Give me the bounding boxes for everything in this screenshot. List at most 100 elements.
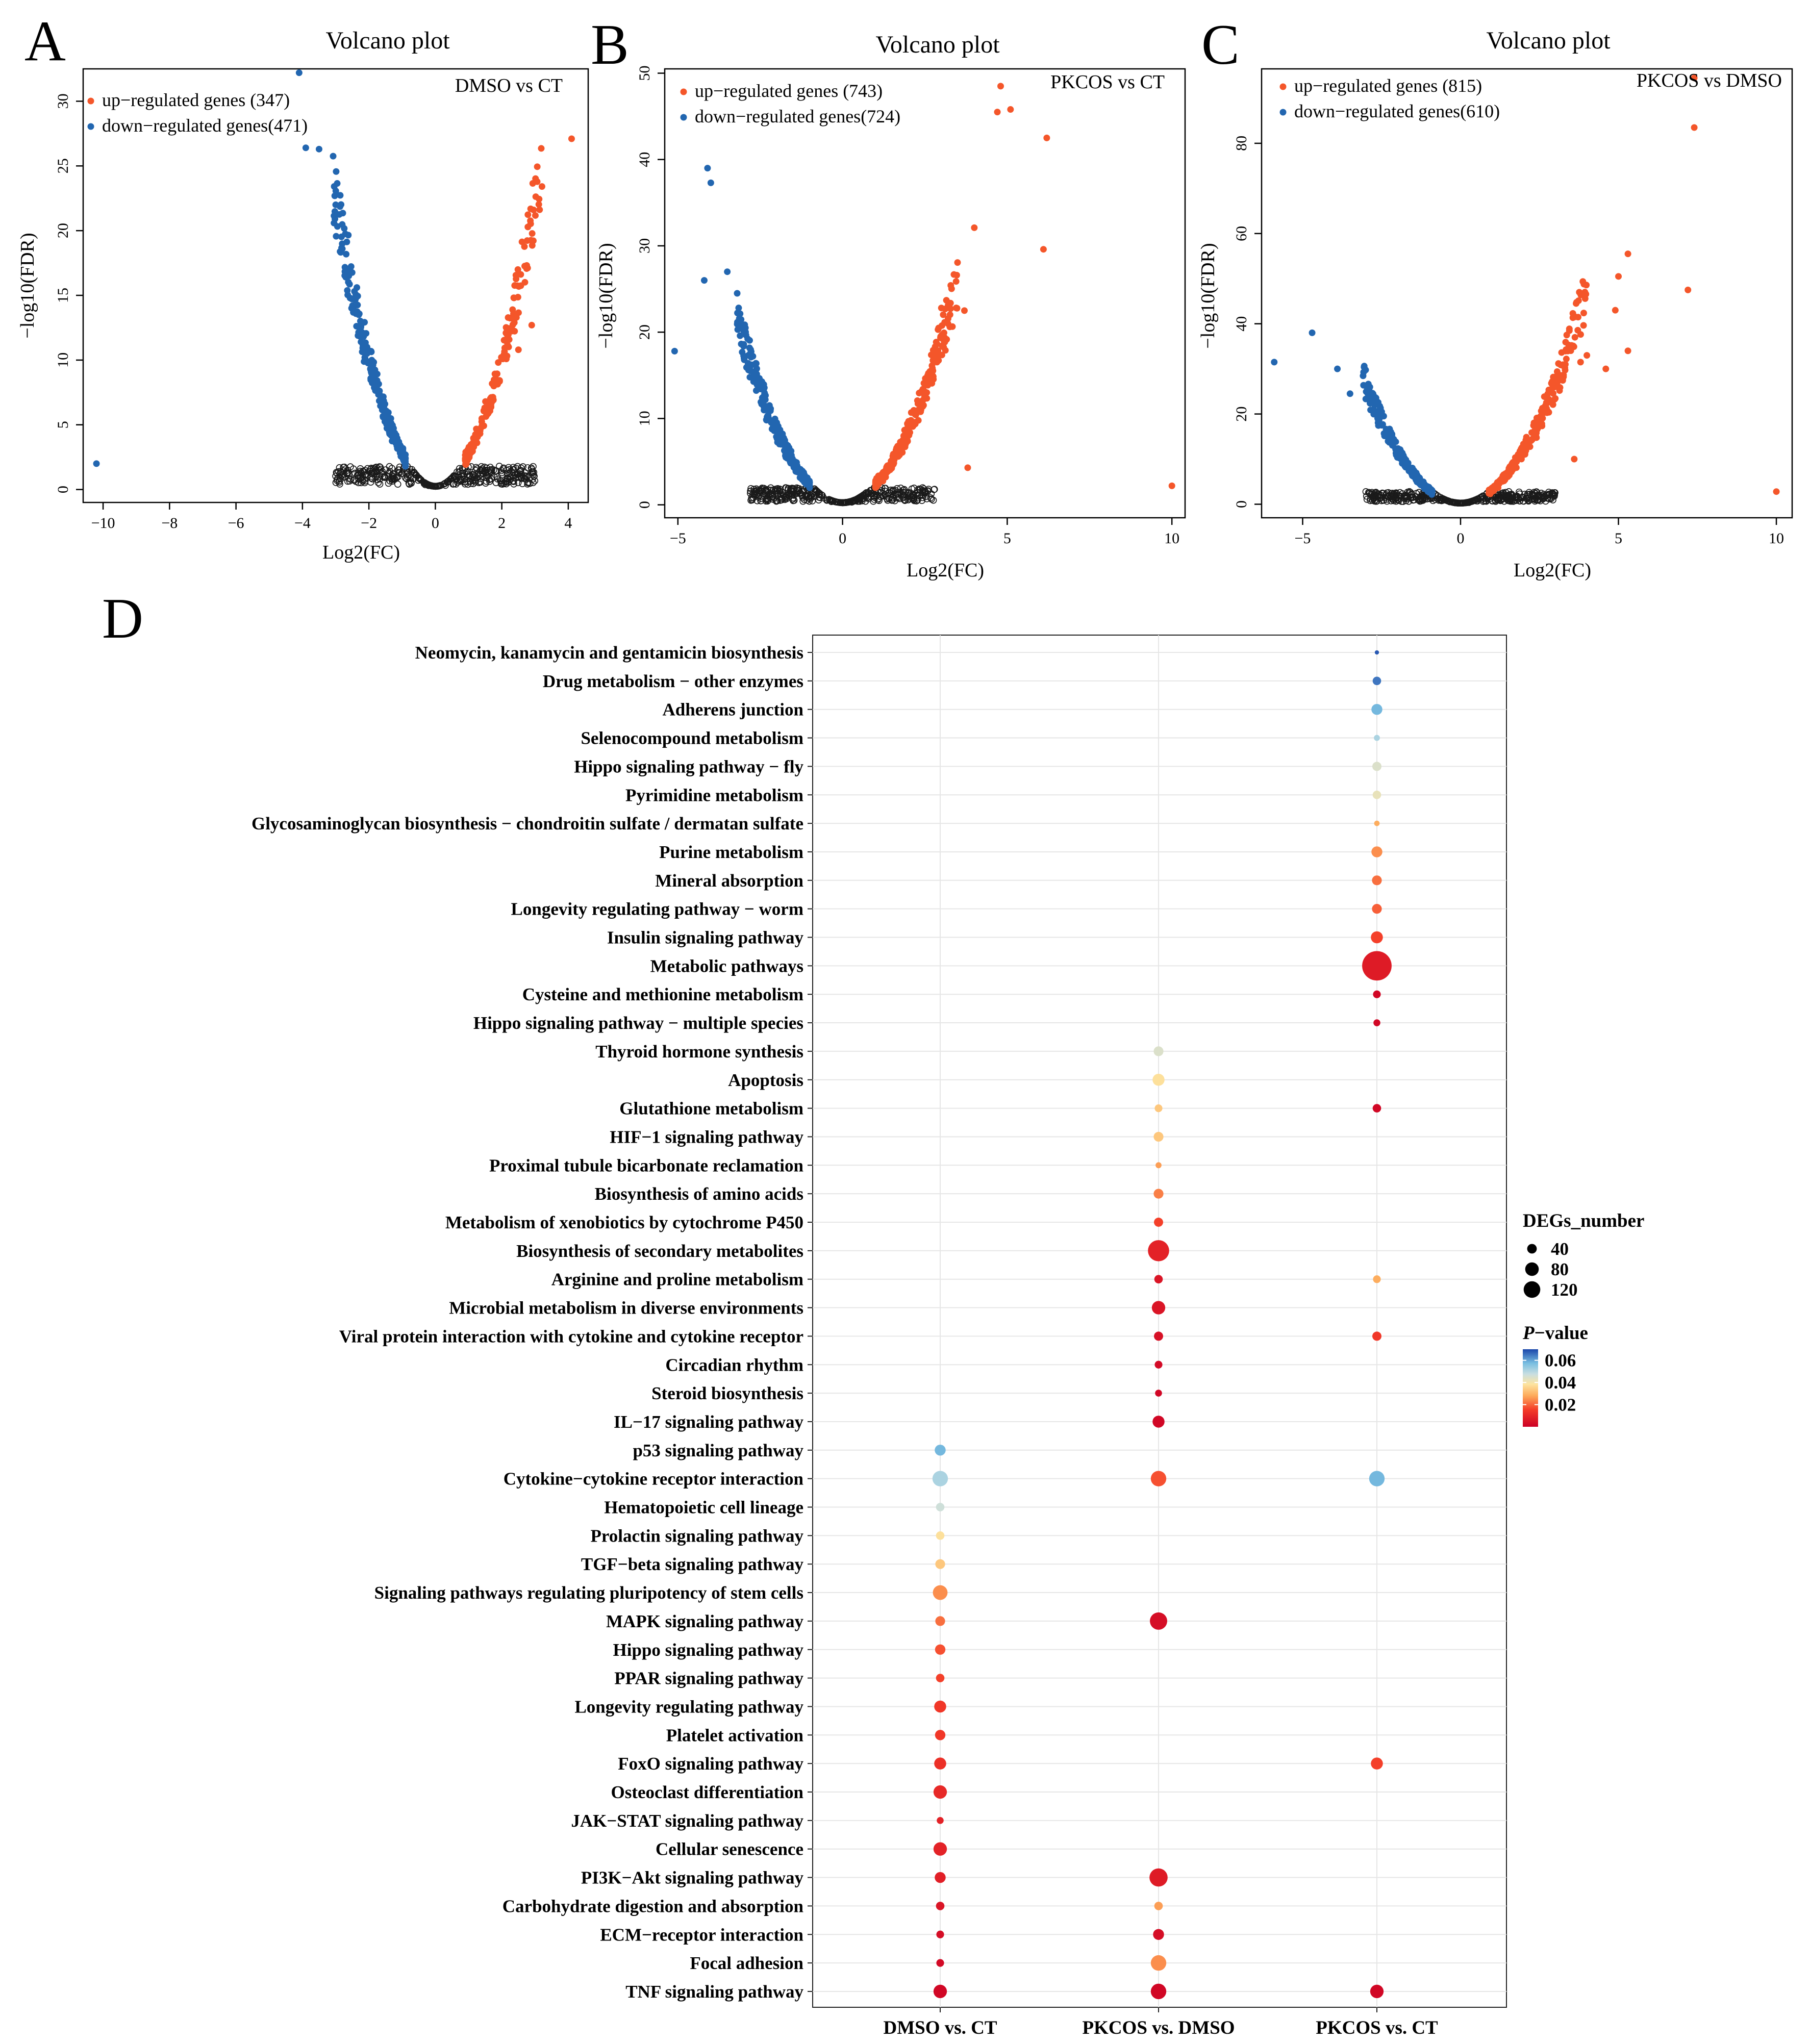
x-tick-label: 10: [1769, 530, 1784, 547]
up-gene-point: [940, 329, 947, 336]
ns-gene-point: [463, 468, 470, 476]
enrichment-dot: [1371, 703, 1382, 715]
pathway-label: Mineral absorption: [655, 871, 803, 891]
x-tick-label: 10: [1164, 530, 1179, 547]
enrichment-dot: [1153, 1131, 1164, 1142]
pathway-label: TGF−beta signaling pathway: [581, 1554, 804, 1574]
ns-gene-point: [762, 486, 769, 493]
down-gene-point: [787, 459, 794, 466]
ns-gene-point: [840, 499, 848, 507]
enrichment-dot: [1370, 1984, 1384, 1999]
enrichment-dot: [1154, 1360, 1163, 1369]
down-gene-point: [1271, 359, 1278, 366]
ns-gene-point: [531, 472, 538, 480]
y-tick-label: 60: [1233, 226, 1250, 241]
pathway-label: JAK−STAT signaling pathway: [571, 1811, 803, 1831]
down-gene-point: [375, 397, 383, 405]
ns-gene-point: [1453, 499, 1461, 507]
up-gene-point: [495, 378, 502, 385]
pathway-label: Osteoclast differentiation: [611, 1782, 803, 1802]
pathway-label: Glycosaminoglycan biosynthesis − chondro…: [252, 814, 803, 834]
enrichment-dot: [1372, 790, 1381, 799]
comparison-label: PKCOS vs DMSO: [1637, 70, 1782, 91]
x-tick-label: 2: [498, 515, 506, 532]
up-gene-point: [1773, 488, 1780, 495]
ns-gene-point: [894, 488, 902, 496]
y-tick-label: 10: [55, 352, 71, 368]
pathway-label: Biosynthesis of amino acids: [595, 1184, 803, 1204]
volcano-legend: up−regulated genes (815) down−regulated g…: [1279, 75, 1500, 121]
ns-gene-point: [410, 475, 417, 483]
y-tick-label: 50: [636, 65, 653, 81]
pathway-label: p53 signaling pathway: [633, 1441, 803, 1460]
down-gene-point: [737, 332, 744, 339]
pvalue-legend-title: P−value: [1522, 1323, 1588, 1344]
up-gene-point: [488, 394, 495, 401]
ns-gene-point: [827, 496, 835, 504]
pathway-label: Thyroid hormone synthesis: [595, 1042, 803, 1062]
enrichment-dot: [1372, 875, 1382, 886]
ns-gene-point: [457, 476, 464, 483]
enrichment-dot: [1372, 676, 1381, 686]
up-gene-point: [1559, 377, 1566, 384]
ns-gene-point: [1394, 496, 1401, 503]
enrichment-dot: [933, 1785, 947, 1799]
up-gene-point: [1530, 419, 1538, 426]
comparison-label: DMSO vs CT: [455, 75, 563, 96]
pathway-label: ECM−receptor interaction: [600, 1925, 803, 1945]
up-gene-point: [947, 299, 954, 307]
up-gene-point: [502, 330, 510, 337]
up-gene-point: [1562, 347, 1569, 355]
ns-gene-point: [748, 496, 756, 504]
x-axis-label: Log2(FC): [1514, 560, 1591, 581]
up-gene-point: [517, 271, 524, 278]
down-gene-point: [1389, 442, 1396, 449]
y-tick-label: 20: [636, 324, 653, 340]
ns-gene-point: [1372, 492, 1379, 499]
ns-gene-point: [874, 496, 882, 503]
up-gene-point: [1602, 365, 1610, 372]
ns-gene-point: [1363, 496, 1371, 503]
up-gene-point: [1580, 310, 1587, 317]
y-tick-label: 80: [1233, 136, 1250, 151]
ns-gene-point: [519, 480, 526, 488]
up-gene-point: [1580, 322, 1587, 329]
volcano-panel-c: C Volcano plot −5 0 5 10 0 20 40 60 80 Log2(FC) −log…: [1197, 13, 1793, 581]
down-gene-point: [753, 381, 761, 388]
ns-gene-point: [860, 495, 867, 502]
down-gene-point: [333, 233, 340, 240]
pathway-label: Purine metabolism: [659, 842, 803, 862]
ns-gene-point: [1406, 494, 1414, 501]
up-gene-point: [1571, 456, 1578, 463]
down-gene-point: [344, 287, 351, 294]
up-gene-point: [1553, 368, 1561, 375]
ns-gene-point: [477, 463, 485, 470]
down-gene-point: [704, 165, 711, 172]
ns-gene-point: [914, 496, 921, 503]
down-gene-point: [364, 358, 371, 365]
pathway-label: TNF signaling pathway: [625, 1982, 803, 2002]
ns-gene-point: [1519, 497, 1527, 505]
up-gene-point: [536, 195, 543, 203]
volcano-panel-a: A Volcano plot −10 −8 −6 −4 −2 0 2 4 0 5 10 15 20 25 30 L…: [17, 10, 589, 563]
enrichment-dot: [1150, 1612, 1167, 1630]
ns-gene-point: [343, 470, 350, 477]
ns-gene-point: [802, 491, 809, 499]
ns-gene-point: [787, 490, 794, 497]
enrichment-dot: [1374, 820, 1380, 826]
pathway-label: Adherens junction: [663, 700, 803, 720]
x-tick-label: 0: [839, 530, 846, 547]
ns-gene-point: [1405, 498, 1413, 505]
ns-gene-point: [405, 471, 413, 478]
ns-gene-point: [856, 494, 863, 501]
up-gene-point: [1556, 387, 1563, 394]
down-gene-point: [1382, 426, 1390, 433]
volcano-points: [93, 69, 575, 490]
pathway-label: Hippo signaling pathway: [613, 1640, 804, 1660]
up-gene-point: [1615, 273, 1622, 280]
ns-gene-point: [772, 487, 780, 494]
up-gene-point: [929, 357, 937, 364]
down-gene-point: [671, 347, 678, 355]
legend-down-label: down−regulated genes(471): [102, 115, 308, 136]
